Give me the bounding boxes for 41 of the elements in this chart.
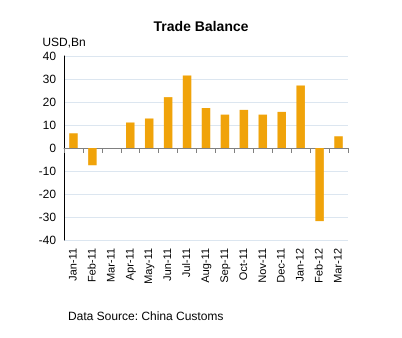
y-tick-label: 30: [42, 72, 56, 86]
x-tick-label: May-11: [143, 248, 156, 284]
x-tick-label: Nov-11: [256, 248, 269, 283]
bar: [258, 114, 268, 148]
bar: [240, 110, 248, 148]
x-tick-label: Sep-11: [218, 248, 231, 283]
y-tick-label: 10: [42, 118, 56, 132]
bar: [277, 112, 286, 148]
bar: [88, 148, 97, 166]
y-tick-label: -40: [38, 233, 56, 247]
bar: [296, 85, 305, 148]
x-tick-label: Mar-11: [105, 248, 118, 282]
bar: [164, 97, 172, 148]
y-tick-label: 20: [42, 95, 56, 109]
x-tick-label: Oct-11: [238, 248, 250, 280]
source-note: Data Source: China Customs: [68, 309, 224, 323]
x-tick-label: Jan-11: [67, 248, 80, 281]
x-tick-label: Aug-11: [200, 248, 212, 283]
y-tick-label: -20: [38, 187, 56, 201]
x-tick-label: Feb-12: [314, 248, 326, 283]
bar: [315, 148, 324, 222]
x-tick-label: Jan-12: [294, 248, 307, 282]
chart-title: Trade Balance: [154, 18, 249, 34]
bar: [220, 114, 230, 148]
x-tick-label: Apr-11: [124, 248, 136, 280]
bar: [334, 136, 343, 148]
x-tick-label: Mar-12: [332, 248, 345, 283]
bar: [182, 76, 192, 148]
bar: [202, 108, 210, 148]
y-tick-label: 40: [42, 49, 56, 63]
y-tick-label: 0: [49, 141, 56, 155]
bar: [144, 118, 154, 148]
x-tick-label: Feb-11: [86, 248, 98, 282]
bar: [69, 133, 78, 148]
y-tick-label: -10: [38, 164, 56, 178]
y-tick-label: -30: [38, 210, 56, 224]
y-axis-title: USD,Bn: [42, 35, 86, 49]
x-tick-label: Jul-11: [181, 248, 194, 278]
x-tick-label: Jun-11: [162, 248, 174, 281]
x-tick-label: Dec-11: [276, 248, 288, 283]
bar: [126, 122, 135, 148]
